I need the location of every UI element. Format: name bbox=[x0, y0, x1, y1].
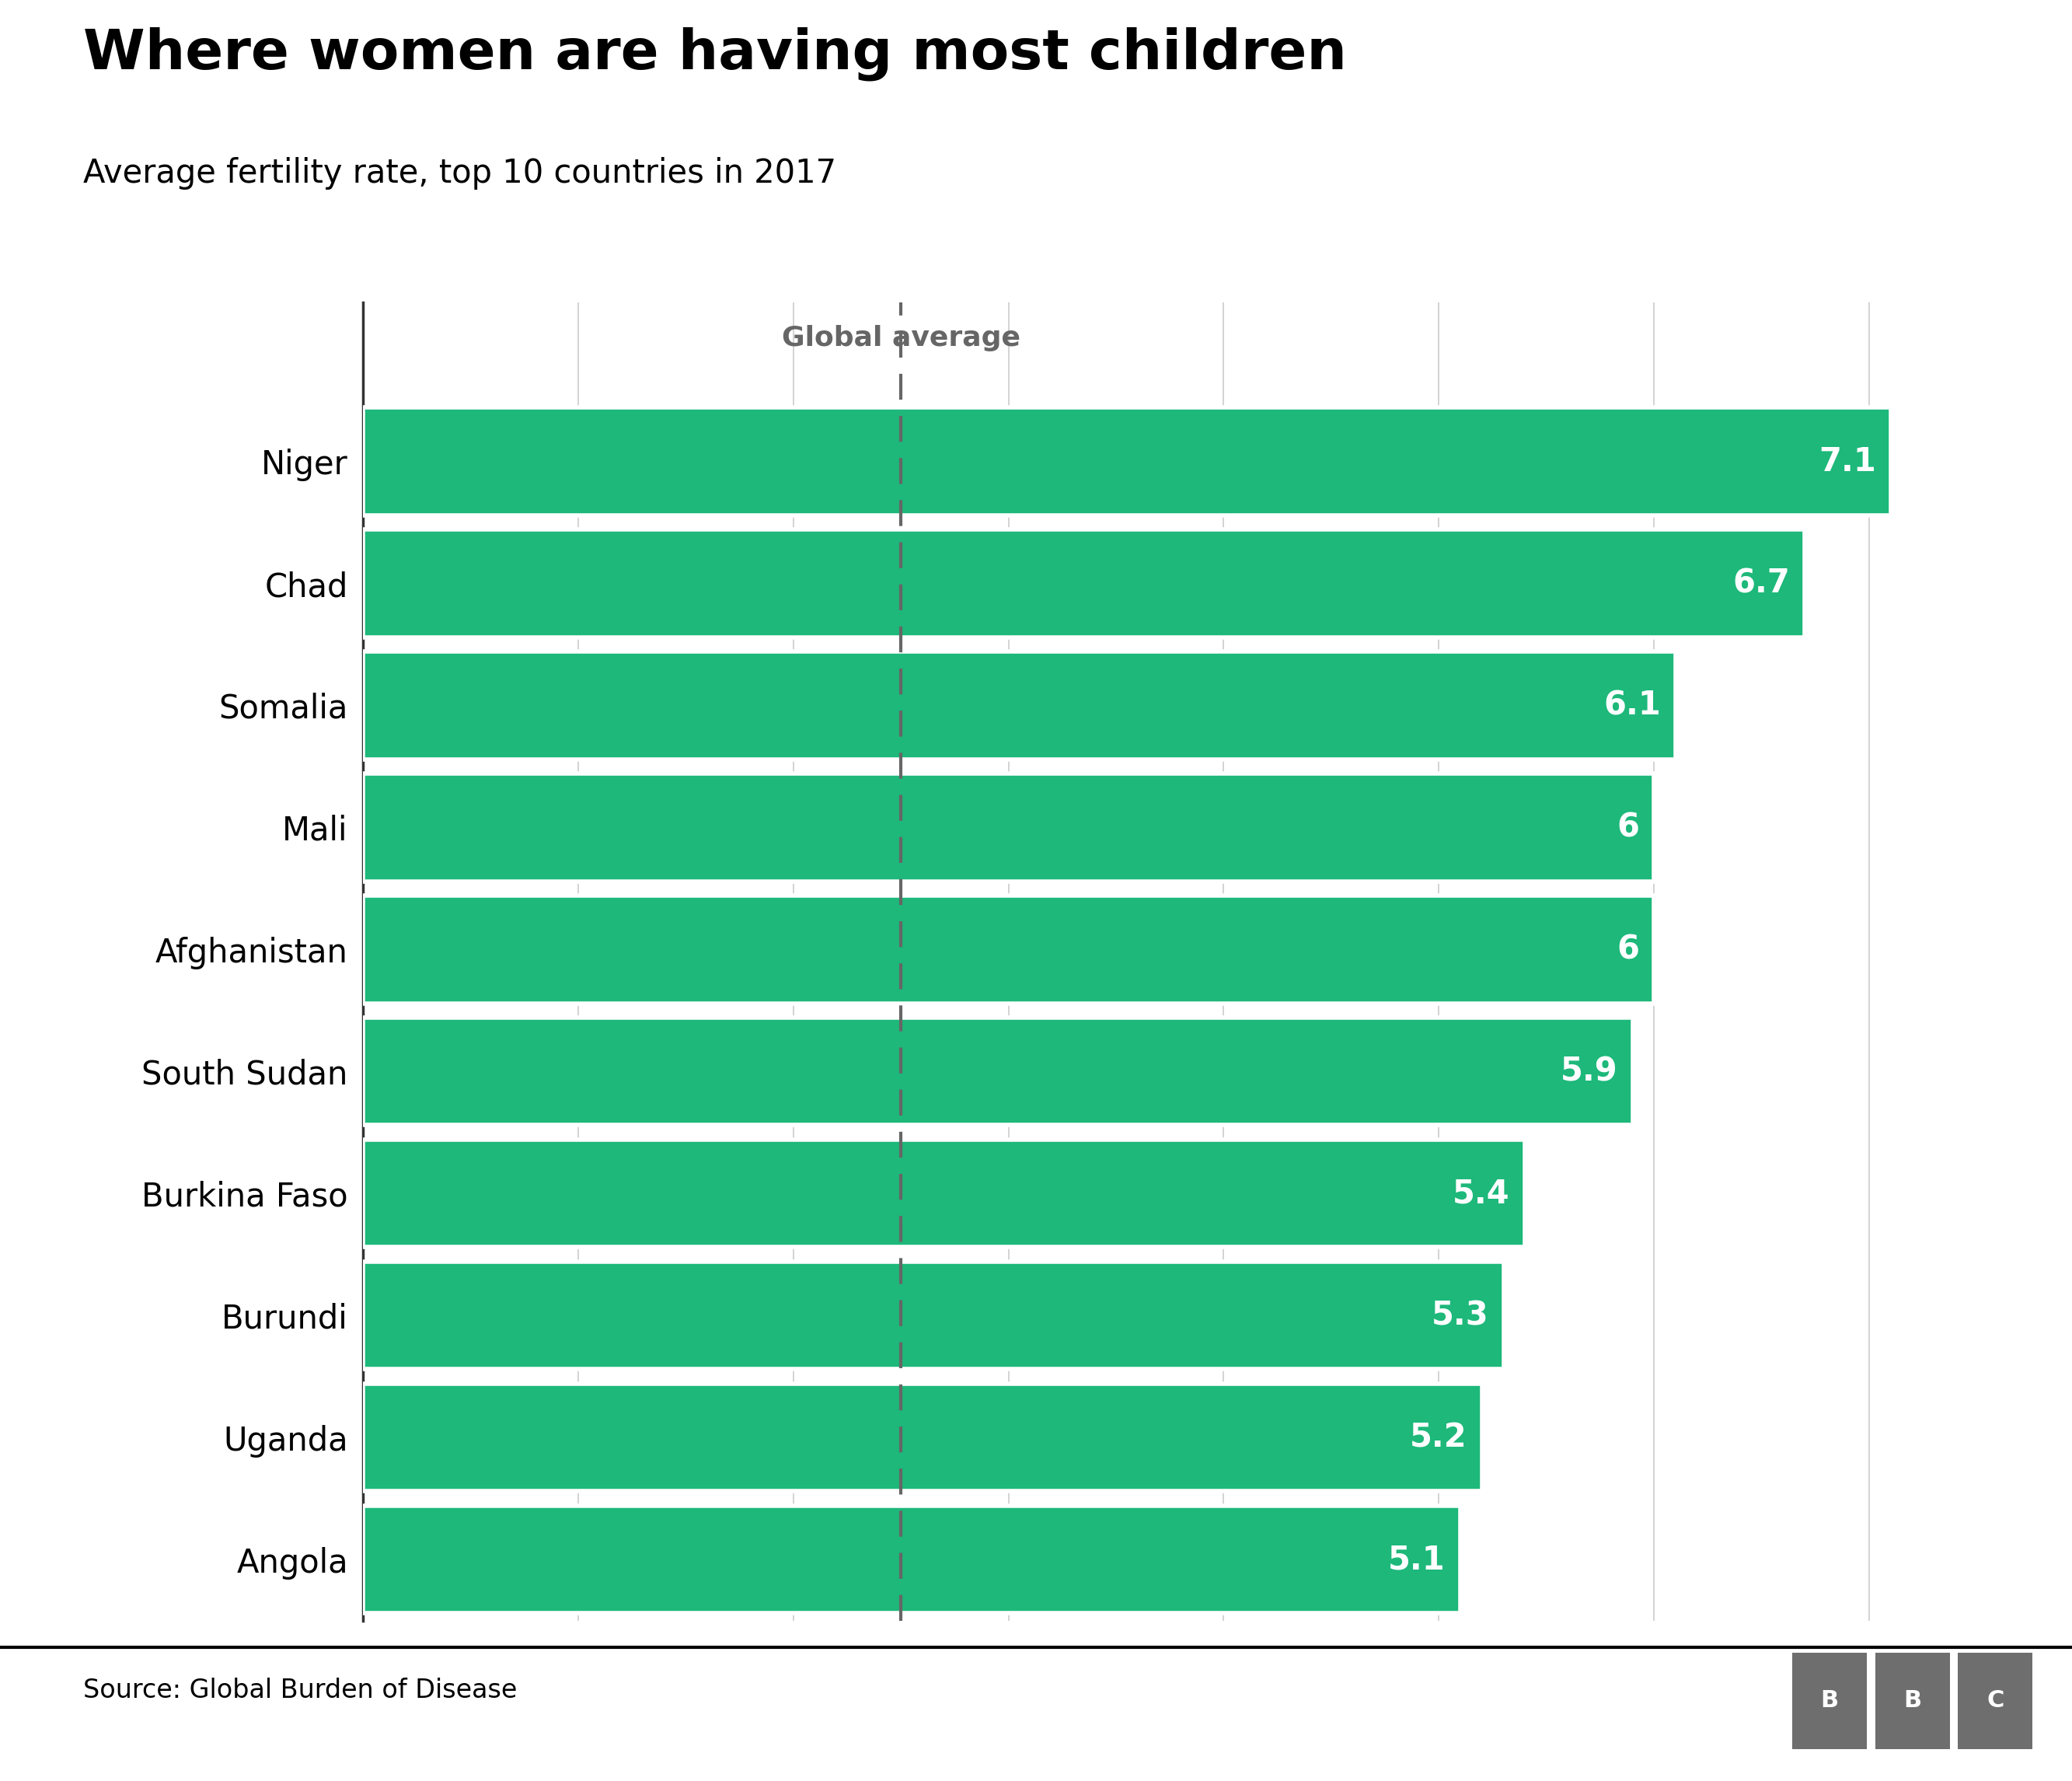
Text: 5.3: 5.3 bbox=[1432, 1300, 1488, 1332]
Text: 5.2: 5.2 bbox=[1409, 1421, 1467, 1453]
Text: B: B bbox=[1821, 1690, 1838, 1712]
Bar bbox=[363, 896, 1653, 1003]
Text: 6.1: 6.1 bbox=[1604, 689, 1660, 721]
Text: Average fertility rate, top 10 countries in 2017: Average fertility rate, top 10 countries… bbox=[83, 157, 835, 189]
Bar bbox=[363, 1019, 1633, 1126]
Text: C: C bbox=[1987, 1690, 2004, 1712]
Text: 5.1: 5.1 bbox=[1388, 1544, 1446, 1576]
Bar bbox=[363, 529, 1805, 638]
Text: Global average: Global average bbox=[781, 326, 1019, 351]
Text: Where women are having most children: Where women are having most children bbox=[83, 27, 1347, 80]
Text: 7.1: 7.1 bbox=[1819, 445, 1875, 477]
Text: 6.7: 6.7 bbox=[1732, 566, 1790, 600]
Bar bbox=[363, 408, 1892, 515]
Text: 6: 6 bbox=[1616, 933, 1639, 965]
Bar bbox=[363, 1140, 1525, 1247]
Bar bbox=[363, 652, 1676, 759]
Text: Source: Global Burden of Disease: Source: Global Burden of Disease bbox=[83, 1678, 516, 1703]
Bar bbox=[363, 1507, 1461, 1614]
Text: 5.4: 5.4 bbox=[1452, 1177, 1510, 1209]
Bar bbox=[363, 1263, 1504, 1370]
Text: 5.9: 5.9 bbox=[1560, 1056, 1618, 1088]
Bar bbox=[363, 773, 1653, 882]
Text: B: B bbox=[1904, 1690, 1921, 1712]
Bar bbox=[363, 1384, 1481, 1491]
Text: 6: 6 bbox=[1616, 810, 1639, 844]
